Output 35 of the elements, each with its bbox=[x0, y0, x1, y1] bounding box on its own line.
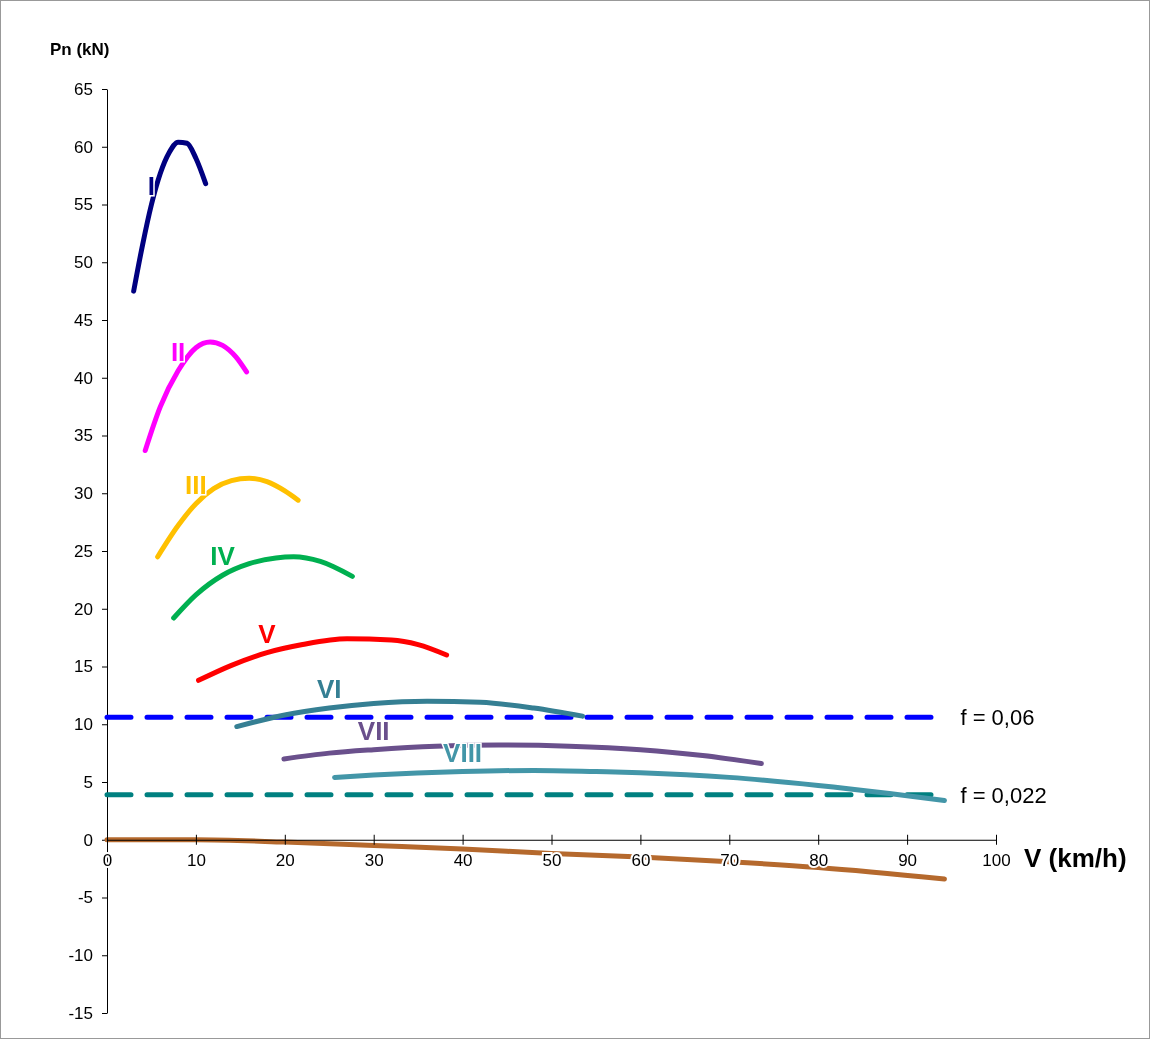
series-label: IV bbox=[210, 541, 236, 572]
y-tick-label: 5 bbox=[83, 772, 93, 792]
y-tick-label: 35 bbox=[74, 426, 93, 446]
y-tick-label: 50 bbox=[74, 253, 93, 273]
y-axis-title: Pn (kN) bbox=[50, 40, 110, 59]
y-tick-label: 65 bbox=[74, 79, 93, 99]
annotation: f = 0,022 bbox=[960, 782, 1047, 808]
x-tick-label: 90 bbox=[898, 851, 918, 871]
y-tick-label: 40 bbox=[74, 368, 93, 388]
y-tick-label: 45 bbox=[74, 310, 93, 330]
x-tick-label: 40 bbox=[453, 851, 473, 871]
x-tick-label: 100 bbox=[982, 851, 1011, 871]
series-label: II bbox=[170, 336, 186, 367]
series-label: III bbox=[185, 469, 207, 500]
y-tick-label: 25 bbox=[74, 541, 93, 561]
series-label: VII bbox=[357, 715, 390, 746]
y-tick-label: -5 bbox=[77, 888, 93, 908]
series-label: V bbox=[258, 618, 277, 649]
y-tick-label: 15 bbox=[74, 657, 93, 677]
x-axis-title: V (km/h) bbox=[1024, 842, 1127, 873]
y-tick-label: -10 bbox=[68, 946, 93, 966]
y-tick-label: 0 bbox=[83, 830, 93, 850]
x-tick-label: 30 bbox=[364, 851, 384, 871]
x-tick-label: 50 bbox=[542, 851, 562, 871]
y-tick-label: 10 bbox=[74, 715, 93, 735]
x-tick-label: 10 bbox=[186, 851, 206, 871]
y-tick-label: 20 bbox=[74, 599, 93, 619]
series-label: I bbox=[147, 170, 156, 201]
y-tick-label: 60 bbox=[74, 137, 93, 157]
annotation: f = 0,06 bbox=[960, 705, 1035, 731]
series-label: VI bbox=[316, 674, 342, 705]
y-tick-label: 55 bbox=[74, 195, 93, 215]
y-tick-label: -15 bbox=[68, 1003, 93, 1023]
y-tick-label: 30 bbox=[74, 484, 93, 504]
x-tick-label: 20 bbox=[275, 851, 295, 871]
